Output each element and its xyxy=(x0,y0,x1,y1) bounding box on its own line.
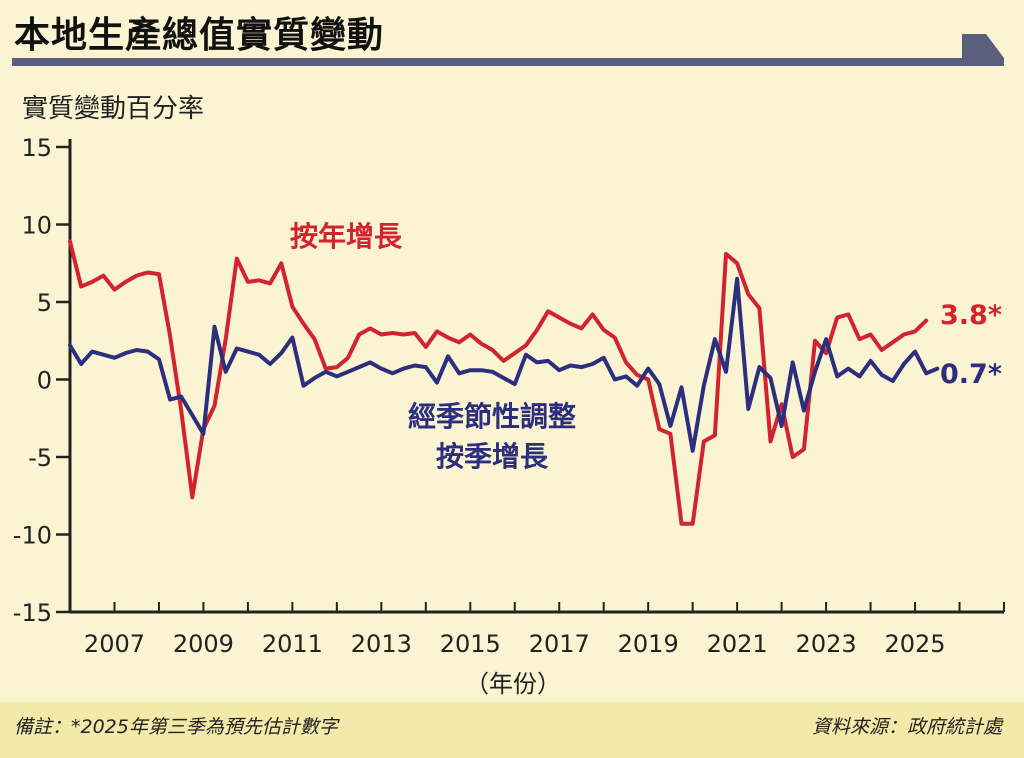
x-tick-label: 2025 xyxy=(885,630,946,658)
series-line-qoq xyxy=(68,276,940,453)
x-axis-label: （年份） xyxy=(465,670,561,698)
x-tick-label: 2013 xyxy=(351,630,412,658)
x-tick-label: 2019 xyxy=(618,630,679,658)
footer-bar xyxy=(0,702,1024,758)
footer-note: 備註：*2025年第三季為預先估計數字 xyxy=(14,716,338,738)
y-tick-label: 0 xyxy=(37,367,52,395)
end-label-yoy: 3.8* xyxy=(940,300,1002,331)
end-label-qoq: 0.7* xyxy=(940,359,1002,390)
x-tick-label: 2023 xyxy=(796,630,857,658)
page-title: 本地生產總值實質變動 xyxy=(14,15,385,56)
x-tick-label: 2017 xyxy=(529,630,590,658)
series-label-qoq-line2: 按季增長 xyxy=(436,440,549,473)
y-tick-label: -5 xyxy=(28,444,52,472)
x-tick-label: 2015 xyxy=(440,630,501,658)
gdp-line-chart: 15 10 5 0 -5 -10 -15 2007 2009 2011 2013 2015 2017 20… xyxy=(13,134,1005,698)
y-tick-label: 10 xyxy=(21,212,52,240)
x-tick-label: 2021 xyxy=(707,630,768,658)
y-tick-label: 15 xyxy=(21,134,52,162)
series-label-qoq-line1: 經季節性調整 xyxy=(408,400,576,433)
y-axis-label: 實質變動百分率 xyxy=(22,94,205,124)
footer-source: 資料來源：政府統計處 xyxy=(811,716,1002,738)
axes: 15 10 5 0 -5 -10 -15 2007 2009 2011 2013 2015 2017 20… xyxy=(13,134,1005,658)
series-label-yoy: 按年增長 xyxy=(290,220,403,253)
x-tick-label: 2007 xyxy=(84,630,145,658)
y-tick-label: -15 xyxy=(13,599,52,627)
title-underline-arrow xyxy=(12,34,1004,66)
title-arrow-icon xyxy=(962,34,1004,58)
y-tick-label: 5 xyxy=(37,289,52,317)
labels: 按年增長 經季節性調整 按季增長 3.8* 0.7* （年份） xyxy=(290,220,1002,698)
y-tick-label: -10 xyxy=(13,522,52,550)
series-layer xyxy=(68,239,940,526)
x-tick-label: 2009 xyxy=(173,630,234,658)
title-underline xyxy=(12,58,1004,66)
x-tick-label: 2011 xyxy=(262,630,323,658)
